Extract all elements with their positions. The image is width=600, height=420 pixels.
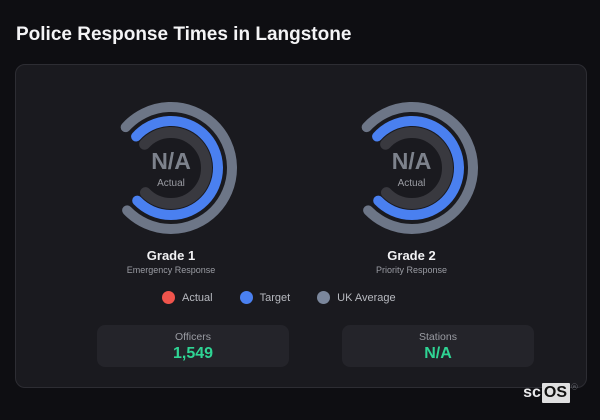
svg-text:R: R xyxy=(573,383,576,388)
